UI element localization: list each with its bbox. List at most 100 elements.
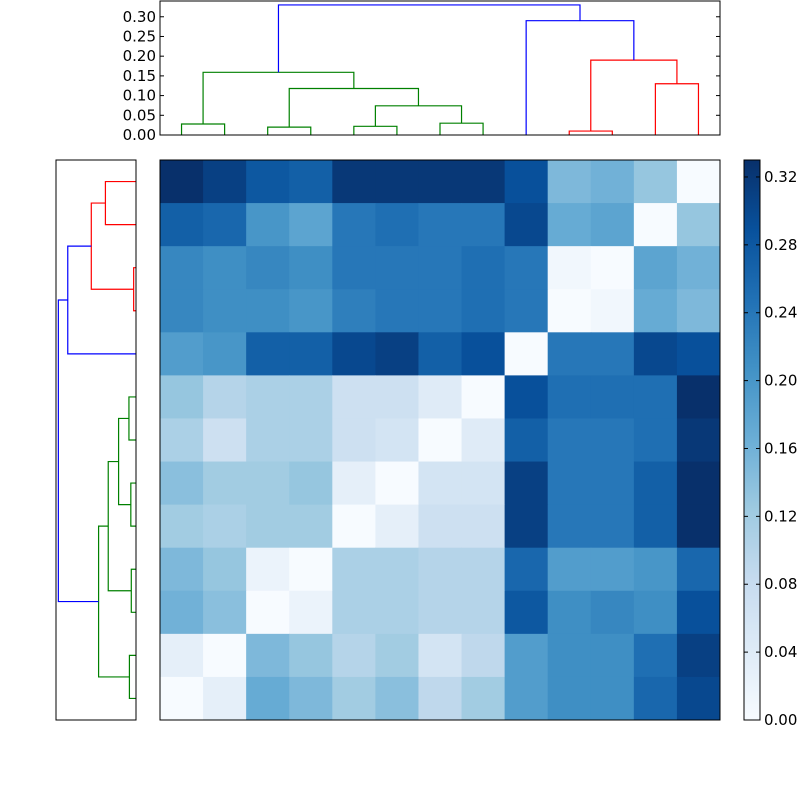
heatmap-cell (160, 676, 204, 721)
heatmap-cell (418, 160, 463, 204)
heatmap-cell (676, 203, 721, 247)
heatmap-cell (418, 203, 463, 247)
heatmap-cell (203, 547, 247, 592)
heatmap-cell (246, 375, 290, 419)
heatmap-cell (375, 504, 419, 549)
heatmap-cell (504, 332, 549, 376)
colorbar-tick-label: 0.24 (764, 304, 797, 322)
heatmap-cell (504, 289, 549, 333)
heatmap-cell (504, 676, 549, 721)
left-dendrogram-link (67, 245, 136, 355)
heatmap-cell (504, 633, 549, 678)
heatmap-cell (332, 547, 376, 592)
colorbar-tick-label: 0.16 (764, 439, 797, 457)
heatmap-cell (246, 289, 290, 333)
heatmap-cell (461, 676, 506, 721)
heatmap-cell (461, 375, 506, 419)
heatmap-cell (289, 160, 333, 204)
heatmap-cell (547, 332, 592, 376)
heatmap-cell (633, 590, 678, 635)
top-dendrogram (180, 4, 700, 135)
heatmap-cell (547, 547, 592, 592)
heatmap-cell (289, 289, 333, 333)
left-dendrogram-link (130, 568, 136, 613)
heatmap-cell (418, 676, 463, 721)
heatmap-cell (461, 289, 506, 333)
heatmap-cell (332, 246, 376, 290)
heatmap-cell (246, 461, 290, 506)
heatmap-cell (203, 676, 247, 721)
heatmap-cell (332, 461, 376, 506)
heatmap-cell (246, 547, 290, 592)
top-dendrogram-yaxis: 0.00 0.050.10 0.15 0.20 0.250.30 (123, 8, 720, 144)
heatmap-cell (633, 160, 678, 204)
heatmap-cell (461, 203, 506, 247)
heatmap-cell (375, 375, 419, 419)
colorbar-tick-label: 0.04 (764, 643, 797, 661)
heatmap-cell (203, 633, 247, 678)
top-dendrogram-link (267, 126, 312, 135)
heatmap-cell (590, 289, 635, 333)
heatmap-cell (633, 547, 678, 592)
heatmap-cell (418, 461, 463, 506)
heatmap-cell (504, 504, 549, 549)
heatmap-cell (633, 289, 678, 333)
heatmap-cell (160, 547, 204, 592)
heatmap-cell (246, 332, 290, 376)
heatmap-cell (461, 547, 506, 592)
heatmap-cell (332, 504, 376, 549)
heatmap-cell (547, 289, 592, 333)
heatmap-cell (332, 676, 376, 721)
heatmap-cell (676, 246, 721, 290)
heatmap-cell (289, 547, 333, 592)
top-dendrogram-link (353, 125, 398, 135)
heatmap-cell (375, 246, 419, 290)
heatmap-cell (504, 590, 549, 635)
left-dendrogram-frame (55, 159, 137, 721)
colorbar-tick-label: 0.28 (764, 236, 797, 254)
top-dendrogram-frame (159, 0, 721, 136)
heatmap-cell (461, 418, 506, 463)
heatmap-cell (375, 547, 419, 592)
heatmap-cell (332, 332, 376, 376)
heatmap-cell (633, 504, 678, 549)
left-dendrogram-link (130, 482, 136, 527)
top-dendrogram-tick-label: 0.15 (123, 67, 156, 85)
heatmap-cell (375, 461, 419, 506)
colorbar-tick-label: 0.32 (764, 168, 797, 186)
heatmap-cell (375, 160, 419, 204)
left-dendrogram-link (107, 460, 132, 592)
heatmap-cell (203, 289, 247, 333)
top-dendrogram-link (277, 4, 581, 73)
heatmap-cell (633, 332, 678, 376)
heatmap-cell (504, 547, 549, 592)
heatmap-cell (203, 590, 247, 635)
heatmap-cell (590, 547, 635, 592)
heatmap-cell (160, 590, 204, 635)
top-dendrogram-tick-label: 0.05 (123, 106, 156, 124)
top-dendrogram-tick-label: 0.25 (123, 27, 156, 45)
heatmap (160, 160, 721, 721)
heatmap-cell (160, 289, 204, 333)
heatmap-cell (547, 504, 592, 549)
top-dendrogram-tick-label: 0.30 (123, 8, 156, 26)
top-dendrogram-link (439, 122, 484, 135)
heatmap-cell (289, 203, 333, 247)
left-dendrogram-link (128, 396, 136, 441)
heatmap-cell (289, 590, 333, 635)
heatmap-cell (332, 160, 376, 204)
left-dendrogram-link (104, 180, 136, 226)
heatmap-cell (590, 633, 635, 678)
heatmap-cell (160, 633, 204, 678)
heatmap-frame (159, 159, 721, 721)
heatmap-cell (461, 332, 506, 376)
heatmap-cell (633, 633, 678, 678)
heatmap-cell (590, 504, 635, 549)
heatmap-cell (332, 590, 376, 635)
heatmap-cell (547, 418, 592, 463)
heatmap-cell (676, 633, 721, 678)
colorbar-tick-label: 0.08 (764, 575, 797, 593)
heatmap-cell (375, 590, 419, 635)
heatmap-cell (504, 203, 549, 247)
heatmap-cell (332, 203, 376, 247)
